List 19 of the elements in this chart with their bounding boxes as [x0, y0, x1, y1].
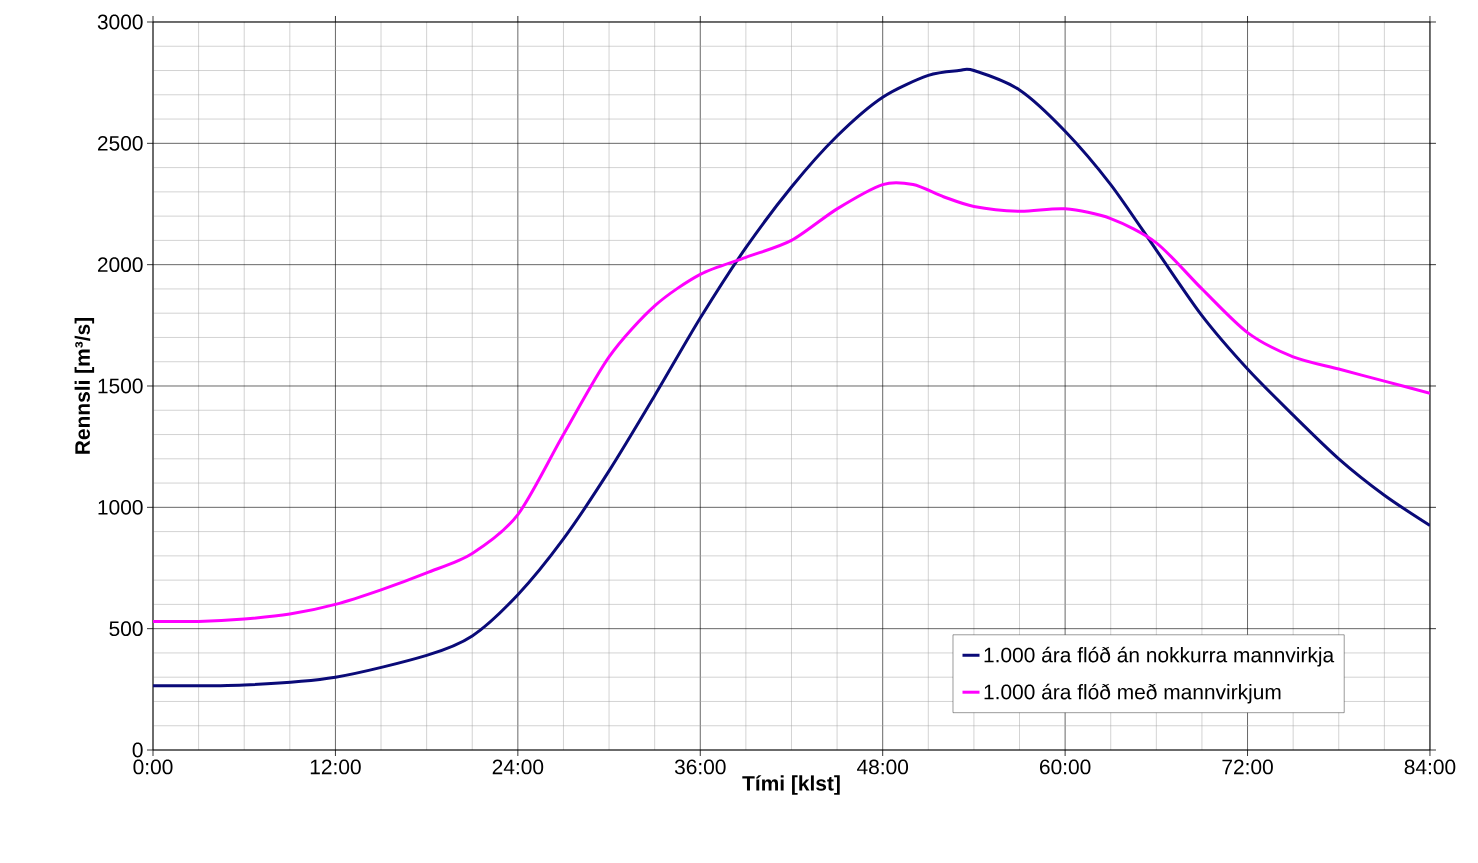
x-tick-label: 72:00 [1222, 759, 1273, 775]
x-tick-label: 48:00 [857, 759, 909, 775]
x-tick-label: 36:00 [674, 759, 726, 775]
y-tick-label: 0 [132, 742, 143, 758]
y-tick-label: 3000 [97, 14, 143, 30]
y-tick-label: 2500 [97, 135, 143, 151]
y-tick-label: 2000 [97, 257, 143, 273]
x-tick-label: 0:00 [133, 759, 173, 775]
x-tick-label: 24:00 [492, 759, 544, 775]
x-tick-label: 84:00 [1404, 759, 1456, 775]
x-tick-label: 60:00 [1040, 759, 1091, 775]
y-axis-title: Rennsli [m³/s] [74, 318, 95, 454]
y-tick-label: 500 [109, 621, 143, 637]
legend-label: 1.000 ára flóð án nokkurra mannvirkja [984, 646, 1335, 667]
legend-label: 1.000 ára flóð með mannvirkjum [984, 683, 1281, 704]
y-tick-label: 1500 [98, 378, 143, 394]
y-tick-label: 1000 [98, 499, 143, 515]
x-tick-label: 12:00 [310, 759, 361, 775]
x-axis-title: Tími [klst] [742, 775, 840, 795]
